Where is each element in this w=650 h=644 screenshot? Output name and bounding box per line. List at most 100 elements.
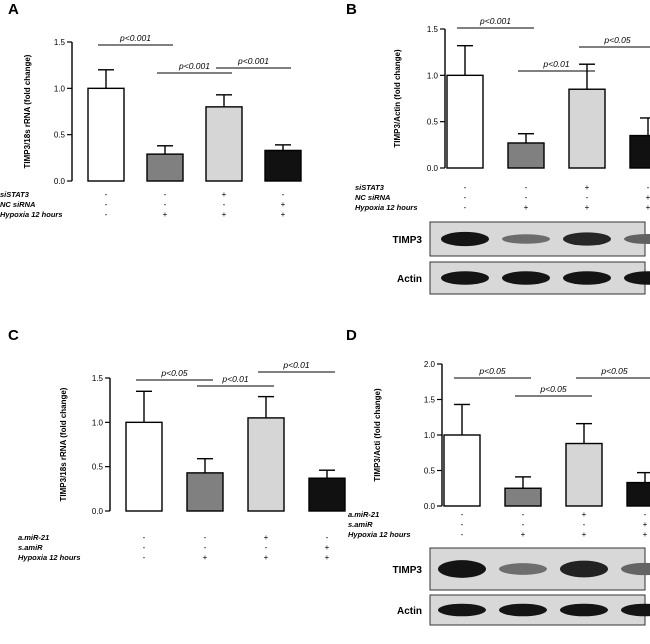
condition-sign: + xyxy=(325,553,330,562)
panel-a: A 0.0 0.5 1.0 1.5 TIMP3/18s rRNA (fold change… xyxy=(0,1,302,219)
condition-sign: - xyxy=(522,510,525,519)
y-tick-label: 1.5 xyxy=(92,374,104,383)
bar xyxy=(264,149,302,182)
bar xyxy=(205,106,243,182)
blot-band xyxy=(438,603,486,617)
y-tick-label: 0.5 xyxy=(92,463,104,472)
blot-band xyxy=(560,560,608,578)
panel-c: C 0.0 0.5 1.0 1.5 TIMP3/18s rRNA (fold change… xyxy=(8,327,346,562)
y-tick-label: 0.5 xyxy=(427,118,439,127)
blot-band xyxy=(624,271,650,285)
condition-sign: - xyxy=(105,190,108,199)
y-tick-label: 0.5 xyxy=(54,131,66,140)
panel-letter: B xyxy=(346,1,357,18)
blot-band xyxy=(621,562,650,576)
bar xyxy=(186,472,224,512)
condition-sign: + xyxy=(325,543,330,552)
condition-sign: - xyxy=(164,200,167,209)
condition-label: Hypoxia 12 hours xyxy=(0,210,63,219)
bar xyxy=(308,477,346,512)
p-value-label: p<0.001 xyxy=(479,16,511,26)
blot-band xyxy=(560,603,608,617)
y-tick-label: 0.0 xyxy=(92,507,104,516)
condition-sign: - xyxy=(461,530,464,539)
condition-sign: + xyxy=(222,210,227,219)
blot-band xyxy=(499,563,547,575)
condition-sign: + xyxy=(582,530,587,539)
condition-sign: + xyxy=(646,203,650,212)
y-axis-label: TIMP3/Actin (fold change) xyxy=(393,49,402,148)
blot-band xyxy=(624,233,650,245)
p-value-label: p<0.05 xyxy=(603,35,631,45)
condition-label: s.amiR xyxy=(348,520,373,529)
bar xyxy=(565,442,603,507)
p-value-label: p<0.001 xyxy=(178,61,210,71)
bar xyxy=(626,481,650,507)
y-tick-label: 1.0 xyxy=(92,418,104,427)
condition-sign: - xyxy=(143,553,146,562)
condition-label: NC siRNA xyxy=(355,193,390,202)
condition-sign: - xyxy=(461,520,464,529)
bar xyxy=(629,134,650,169)
p-value-label: p<0.01 xyxy=(221,374,249,384)
condition-sign: + xyxy=(585,203,590,212)
p-value-label: p<0.05 xyxy=(160,368,188,378)
condition-sign: - xyxy=(647,183,650,192)
y-tick-label: 1.0 xyxy=(54,84,66,93)
blot-band xyxy=(499,603,547,617)
blot-band xyxy=(621,603,650,617)
y-tick-label: 1.5 xyxy=(424,396,436,405)
condition-sign: - xyxy=(583,520,586,529)
p-value-label: p<0.05 xyxy=(539,384,567,394)
blot-label: TIMP3 xyxy=(393,235,423,246)
bar xyxy=(87,87,125,182)
condition-sign: + xyxy=(521,530,526,539)
panel-letter: C xyxy=(8,327,19,344)
condition-sign: - xyxy=(143,533,146,542)
y-tick-label: 1.0 xyxy=(424,431,436,440)
condition-label: NC siRNA xyxy=(0,200,35,209)
y-axis-label: TIMP3/18s rRNA (fold change) xyxy=(59,387,68,501)
condition-label: a.miR-21 xyxy=(18,533,49,542)
y-tick-label: 0.0 xyxy=(427,164,439,173)
condition-sign: - xyxy=(265,543,268,552)
blot-band xyxy=(441,231,489,247)
condition-sign: + xyxy=(646,193,650,202)
condition-sign: - xyxy=(105,210,108,219)
condition-sign: - xyxy=(586,193,589,202)
condition-sign: + xyxy=(643,520,648,529)
condition-label: a.miR-21 xyxy=(348,510,379,519)
condition-sign: - xyxy=(522,520,525,529)
p-value-label: p<0.01 xyxy=(282,360,310,370)
bar xyxy=(568,88,606,169)
condition-sign: + xyxy=(524,203,529,212)
y-tick-label: 2.0 xyxy=(424,360,436,369)
condition-sign: - xyxy=(644,510,647,519)
condition-label: Hypoxia 12 hours xyxy=(348,530,411,539)
condition-sign: - xyxy=(326,533,329,542)
condition-sign: + xyxy=(264,533,269,542)
bar xyxy=(125,421,163,512)
p-value-label: p<0.05 xyxy=(600,366,628,376)
condition-sign: - xyxy=(164,190,167,199)
condition-sign: - xyxy=(204,533,207,542)
condition-label: s.amiR xyxy=(18,543,43,552)
condition-sign: - xyxy=(525,183,528,192)
panel-letter: D xyxy=(346,327,357,344)
condition-sign: + xyxy=(585,183,590,192)
blot-label: Actin xyxy=(397,274,422,285)
blot-band xyxy=(441,271,489,285)
condition-sign: - xyxy=(143,543,146,552)
p-value-label: p<0.001 xyxy=(119,33,151,43)
bar xyxy=(443,434,481,507)
condition-sign: + xyxy=(163,210,168,219)
y-tick-label: 0.5 xyxy=(424,467,436,476)
blot-band xyxy=(502,234,550,244)
condition-sign: + xyxy=(222,190,227,199)
bar xyxy=(504,487,542,507)
condition-sign: - xyxy=(105,200,108,209)
blot-band xyxy=(502,271,550,285)
condition-sign: - xyxy=(204,543,207,552)
y-axis-label: TIMP3/Acti (fold change) xyxy=(373,388,382,482)
